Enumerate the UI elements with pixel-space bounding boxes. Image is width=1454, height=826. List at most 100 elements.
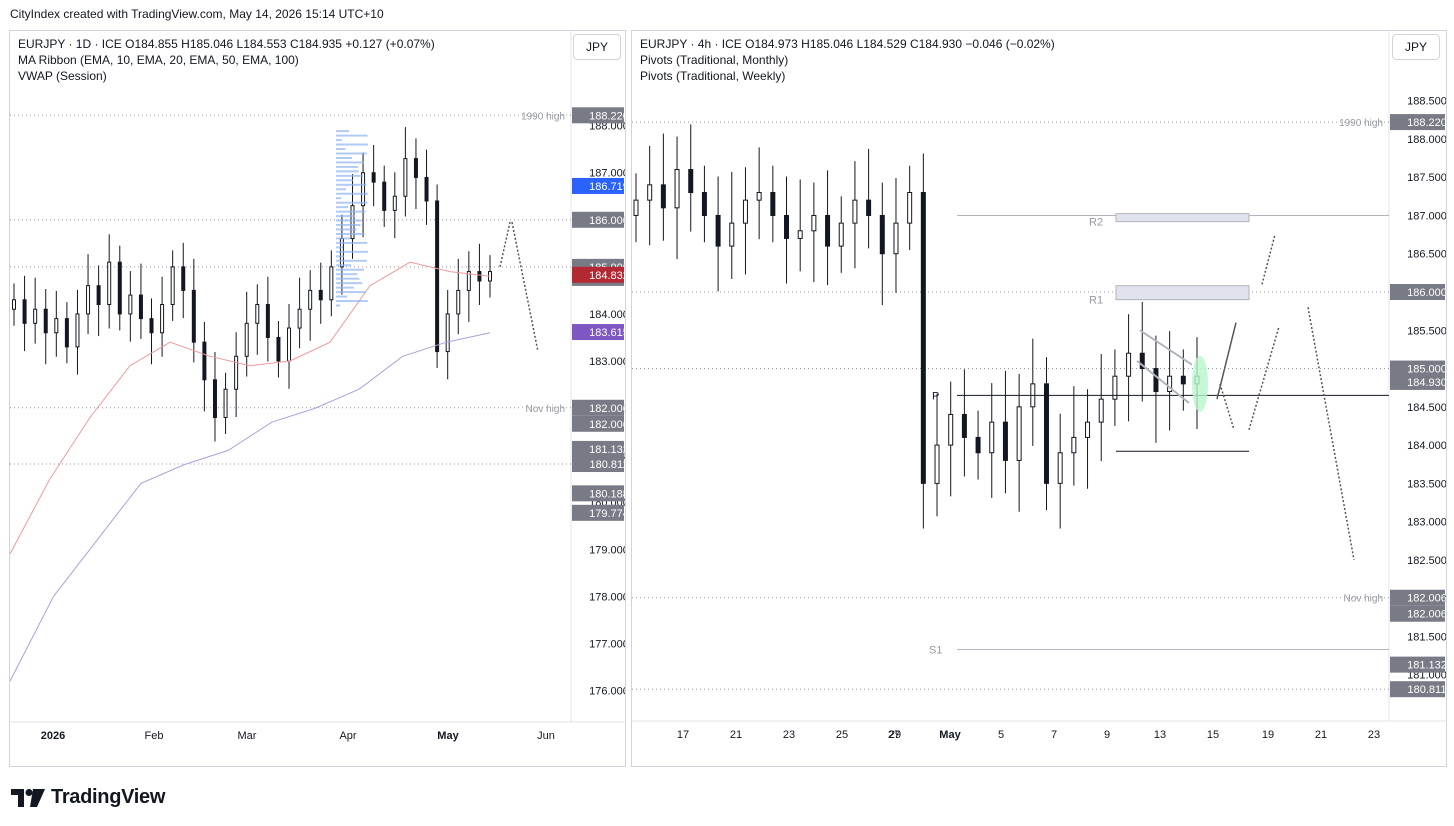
candle-body bbox=[54, 318, 59, 334]
x-tick-label: 21 bbox=[730, 729, 742, 741]
y-tick-label: 188.000 bbox=[589, 121, 625, 133]
volume-profile-bar bbox=[336, 291, 366, 294]
y-tick-label: 188.500 bbox=[1407, 96, 1446, 108]
h4-legend-symbol[interactable]: EURJPY · 4h · ICE O184.973 H185.046 L184… bbox=[640, 37, 1055, 51]
ema-slow-line bbox=[9, 332, 491, 682]
h4-chart-pane[interactable]: 188.500 188.000 187.500 187.000 186.500 186.0… bbox=[631, 30, 1447, 767]
ema-fast-line bbox=[9, 261, 491, 555]
h4-currency-button[interactable]: JPY bbox=[1392, 34, 1440, 60]
x-tick-label: Feb bbox=[145, 730, 164, 742]
y-tick-label: 181.000 bbox=[1407, 670, 1446, 682]
candle-body bbox=[75, 313, 80, 348]
candle-body bbox=[907, 192, 913, 224]
price-badge bbox=[1390, 605, 1445, 622]
volume-profile-bar bbox=[336, 148, 346, 151]
candle-body bbox=[866, 199, 872, 216]
level-annotation-label: 1990 high bbox=[521, 111, 565, 122]
volume-profile-bar bbox=[336, 232, 365, 235]
volume-profile-bar bbox=[336, 304, 340, 307]
x-tick-label: 25 bbox=[836, 729, 848, 741]
price-badge-label: 179.774 bbox=[589, 508, 625, 520]
daily-legend-symbol[interactable]: EURJPY · 1D · ICE O184.855 H185.046 L184… bbox=[18, 37, 435, 51]
candle-body bbox=[838, 222, 844, 247]
volume-profile-bar bbox=[336, 174, 364, 177]
price-badge bbox=[1390, 656, 1445, 673]
volume-profile-bar bbox=[336, 179, 353, 182]
x-tick-label: 15 bbox=[1207, 729, 1219, 741]
flag-lower-line bbox=[1136, 360, 1190, 404]
candle-body bbox=[674, 169, 680, 209]
volume-profile-bar bbox=[336, 206, 349, 209]
forecast-arrow-rebound bbox=[1248, 326, 1280, 430]
level-annotation-label: 1990 high bbox=[1339, 118, 1383, 129]
candle-body bbox=[12, 299, 16, 310]
daily-currency-button[interactable]: JPY bbox=[573, 34, 621, 60]
candle-body bbox=[128, 294, 133, 315]
volume-profile-bar bbox=[336, 183, 367, 186]
candle-body bbox=[371, 172, 376, 183]
level-annotation-label: Nov high bbox=[526, 404, 565, 415]
h4-chart-svg[interactable]: 188.500 188.000 187.500 187.000 186.500 186.0… bbox=[632, 31, 1447, 766]
price-badge bbox=[572, 415, 624, 432]
daily-chart-pane[interactable]: 188.000187.000186.000185.000184.000183.0… bbox=[9, 30, 629, 767]
price-badge bbox=[572, 324, 624, 341]
y-tick-label: 178.000 bbox=[589, 591, 625, 603]
volume-profile-bar bbox=[336, 259, 367, 262]
candle-body bbox=[633, 199, 639, 216]
tradingview-logo[interactable]: TradingView bbox=[11, 786, 165, 809]
candle-body bbox=[392, 195, 397, 211]
price-badge bbox=[572, 485, 624, 502]
price-badge bbox=[572, 456, 624, 473]
h4-legend-monthly-pivots[interactable]: Pivots (Traditional, Monthly) bbox=[640, 53, 789, 67]
volume-profile-bar bbox=[336, 139, 342, 142]
daily-legend-ma-ribbon[interactable]: MA Ribbon (EMA, 10, EMA, 20, EMA, 50, EM… bbox=[18, 53, 299, 67]
x-tick-label: 23 bbox=[783, 729, 795, 741]
price-badge-label: 186.000 bbox=[1407, 287, 1446, 299]
volume-profile-bar bbox=[336, 224, 361, 227]
candle-body bbox=[435, 200, 440, 353]
h4-legend-weekly-pivots[interactable]: Pivots (Traditional, Weekly) bbox=[640, 69, 786, 83]
y-tick-label: 179.000 bbox=[589, 544, 625, 556]
daily-chart-svg[interactable]: 188.000187.000186.000185.000184.000183.0… bbox=[9, 31, 629, 766]
candle-body bbox=[729, 222, 735, 247]
candle-body bbox=[1167, 375, 1173, 393]
candle-body bbox=[784, 214, 790, 239]
volume-profile-bar bbox=[336, 134, 368, 137]
y-tick-label: 184.000 bbox=[589, 309, 625, 321]
candle-body bbox=[920, 192, 926, 484]
volume-profile-bar bbox=[336, 197, 342, 200]
candle-body bbox=[287, 327, 292, 362]
price-badge bbox=[572, 266, 624, 283]
volume-profile-bar bbox=[336, 219, 362, 222]
candle-body bbox=[234, 355, 239, 390]
volume-profile-bar bbox=[336, 277, 360, 280]
candle-body bbox=[701, 192, 707, 216]
price-badge-label: 182.006 bbox=[589, 419, 625, 431]
volume-profile-bar bbox=[336, 300, 368, 303]
x-tick-label: 7 bbox=[1051, 729, 1057, 741]
y-tick-label: 183.000 bbox=[1407, 517, 1446, 529]
price-badge-label: 181.132 bbox=[589, 444, 625, 456]
price-badge-label: 184.832 bbox=[589, 270, 625, 282]
candle-body bbox=[86, 285, 91, 315]
price-badge bbox=[1390, 373, 1445, 390]
candle-body bbox=[647, 184, 653, 201]
price-badge-label: 180.811 bbox=[590, 459, 625, 471]
candle-body bbox=[1043, 383, 1049, 484]
level-annotation-label: Nov high bbox=[1344, 594, 1383, 605]
volume-profile-bar bbox=[336, 165, 359, 168]
price-badge-label: 188.220 bbox=[1407, 117, 1446, 129]
candle-body bbox=[329, 266, 334, 301]
candle-body bbox=[1153, 368, 1159, 393]
candle-body bbox=[742, 199, 748, 224]
candle-body bbox=[879, 214, 885, 255]
volume-profile-bar bbox=[336, 201, 368, 204]
candle-body bbox=[825, 214, 831, 247]
daily-legend-vwap[interactable]: VWAP (Session) bbox=[18, 69, 107, 83]
y-tick-label: 188.000 bbox=[1407, 134, 1446, 146]
candle-body bbox=[403, 158, 408, 197]
x-tick-label: 29 bbox=[889, 729, 901, 741]
candle-body bbox=[477, 271, 482, 282]
candle-body bbox=[382, 181, 387, 211]
forecast-arrow-up-long bbox=[1261, 234, 1276, 285]
